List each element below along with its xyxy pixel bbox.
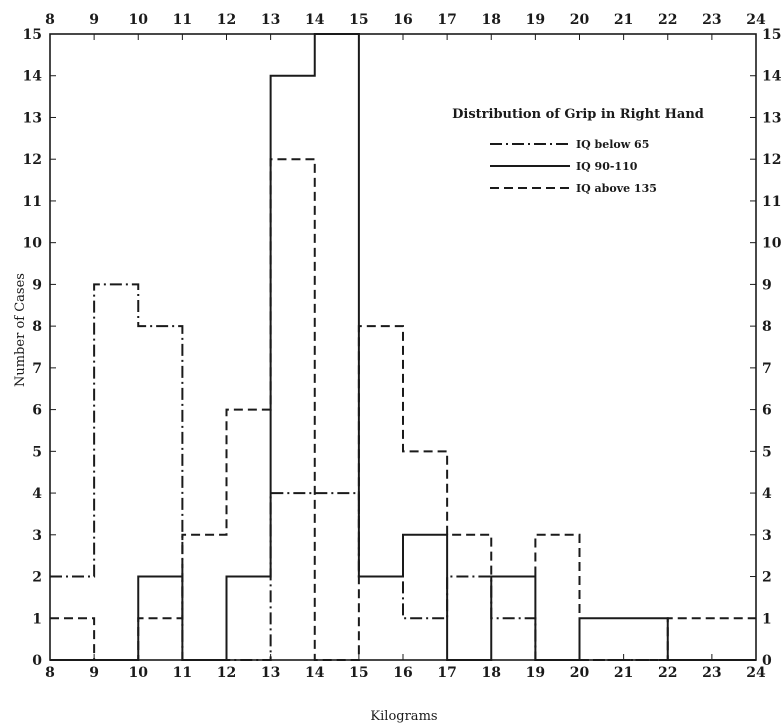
x-tick-label: 16 [393, 665, 412, 681]
y-tick-label-right: 5 [762, 444, 772, 460]
x-tick-label: 15 [349, 665, 368, 681]
x-tick-label: 12 [217, 665, 236, 681]
x-tick-label-top: 21 [614, 12, 633, 28]
x-tick-label-top: 12 [217, 12, 236, 28]
y-tick-label: 13 [23, 110, 42, 126]
x-tick-label-top: 20 [570, 12, 590, 28]
y-tick-label-right: 6 [762, 403, 772, 419]
legend-label: IQ below 65 [576, 138, 649, 151]
y-tick-label: 12 [23, 152, 42, 168]
y-tick-label-right: 8 [762, 319, 772, 335]
legend-label: IQ above 135 [576, 182, 657, 195]
x-tick-label-top: 22 [658, 12, 677, 28]
y-tick-label: 3 [32, 528, 42, 544]
legend-label: IQ 90-110 [576, 160, 638, 173]
y-tick-label: 14 [23, 69, 43, 85]
y-tick-label-right: 15 [762, 27, 781, 43]
x-tick-label-top: 24 [746, 12, 766, 28]
chart-title: Distribution of Grip in Right Hand [452, 107, 704, 122]
x-tick-label: 19 [526, 665, 545, 681]
y-tick-label: 9 [32, 277, 42, 293]
y-tick-label: 0 [32, 653, 42, 669]
y-tick-label: 1 [32, 611, 42, 627]
legend-items: IQ below 65 IQ 90-110 IQ above 135 [490, 138, 657, 195]
y-tick-label: 11 [23, 194, 42, 210]
y-tick-label-right: 14 [762, 69, 782, 85]
x-tick-label: 8 [45, 665, 55, 681]
y-tick-label-right: 3 [762, 528, 772, 544]
x-tick-label-top: 17 [437, 12, 456, 28]
x-tick-label-top: 15 [349, 12, 368, 28]
x-tick-label-top: 13 [261, 12, 280, 28]
x-tick-label: 10 [129, 665, 149, 681]
x-tick-label-top: 19 [526, 12, 545, 28]
y-tick-label-right: 9 [762, 277, 772, 293]
x-tick-label: 18 [482, 665, 501, 681]
x-tick-label-top: 23 [702, 12, 721, 28]
y-tick-label: 2 [32, 570, 42, 586]
x-tick-label: 13 [261, 665, 280, 681]
x-tick-label-top: 14 [305, 12, 325, 28]
x-tick-label: 17 [437, 665, 456, 681]
y-tick-label-right: 11 [762, 194, 781, 210]
x-tick-label: 23 [702, 665, 721, 681]
x-tick-label: 9 [89, 665, 99, 681]
y-tick-label: 10 [23, 236, 43, 252]
x-tick-label-top: 11 [173, 12, 192, 28]
x-axis-title: Kilograms [370, 709, 437, 724]
series-line-iq-90-110 [50, 33, 756, 661]
x-tick-label: 11 [173, 665, 192, 681]
y-tick-label: 8 [32, 319, 42, 335]
y-tick-label-right: 13 [762, 110, 781, 126]
x-tick-label-top: 8 [45, 12, 55, 28]
x-tick-label: 20 [570, 665, 590, 681]
y-tick-label-right: 7 [762, 361, 772, 377]
y-tick-label-right: 0 [762, 653, 772, 669]
x-tick-label: 22 [658, 665, 677, 681]
y-tick-label-right: 12 [762, 152, 781, 168]
y-axis-title: Number of Cases [13, 273, 28, 387]
x-tick-label: 14 [305, 665, 325, 681]
y-tick-label: 7 [32, 361, 42, 377]
x-tick-label-top: 16 [393, 12, 412, 28]
x-tick-label-top: 18 [482, 12, 501, 28]
series-layer [50, 33, 756, 661]
y-tick-label-right: 4 [762, 486, 772, 502]
y-tick-label: 4 [32, 486, 42, 502]
y-tick-label-right: 1 [762, 611, 772, 627]
x-tick-label: 24 [746, 665, 766, 681]
series-line-iq-above-135 [50, 158, 756, 661]
y-tick-label: 5 [32, 444, 42, 460]
y-tick-label-right: 2 [762, 570, 772, 586]
x-tick-label-top: 9 [89, 12, 99, 28]
x-tick-label-top: 10 [129, 12, 149, 28]
y-tick-label: 15 [23, 27, 42, 43]
y-tick-label: 6 [32, 403, 42, 419]
legend: Distribution of Grip in Right Hand IQ be… [452, 107, 704, 195]
x-tick-label: 21 [614, 665, 633, 681]
y-tick-label-right: 10 [762, 236, 782, 252]
x-ticks-bottom: 8 9 10 11 12 13 14 15 16 17 18 19 20 21 22 23 24 [45, 654, 766, 681]
x-ticks-top: 8 9 10 11 12 13 14 15 16 17 18 19 20 21 22 23 24 [45, 12, 766, 40]
